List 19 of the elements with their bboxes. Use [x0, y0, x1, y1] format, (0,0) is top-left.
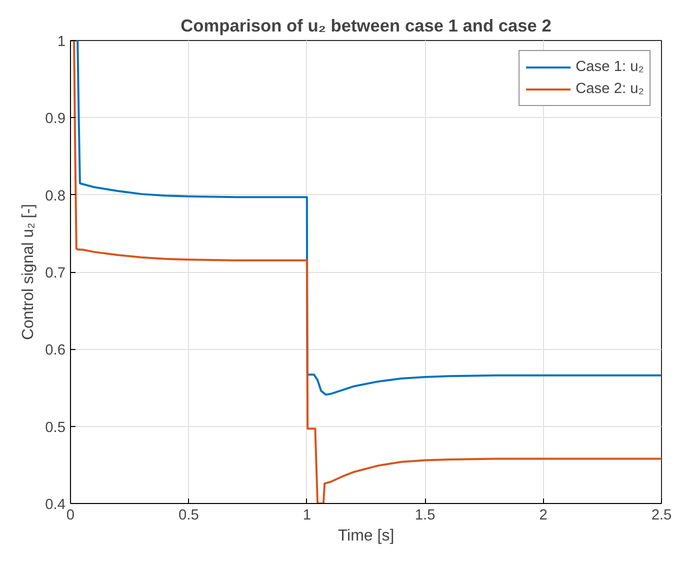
x-tick-label: 2.5	[651, 508, 672, 524]
x-tick-label: 1	[302, 508, 311, 524]
y-tick-label: 0.7	[45, 266, 66, 282]
x-tick-label: 0	[66, 508, 75, 524]
y-tick-label: 0.9	[45, 111, 66, 128]
y-tick-label: 0.4	[45, 497, 66, 513]
y-tick-label: 1	[57, 34, 66, 50]
x-axis-title: Time [s]	[338, 528, 394, 544]
line-series	[70, 40, 662, 504]
y-axis-title: Control signal u₂ [-]	[20, 204, 38, 340]
legend-label: Case 1: u₂	[576, 59, 644, 75]
x-tick-label: 1.5	[414, 508, 436, 524]
y-tick-label: 0.8	[45, 188, 66, 204]
x-tick-label: 0.5	[178, 508, 199, 524]
y-tick-label: 0.6	[45, 342, 66, 359]
y-tick-label: 0.5	[45, 420, 66, 436]
legend-label: Case 2: u₂	[576, 81, 644, 97]
chart-title: Comparison of u₂ between case 1 and case 2	[180, 16, 552, 36]
x-tick-label: 2	[539, 508, 548, 524]
